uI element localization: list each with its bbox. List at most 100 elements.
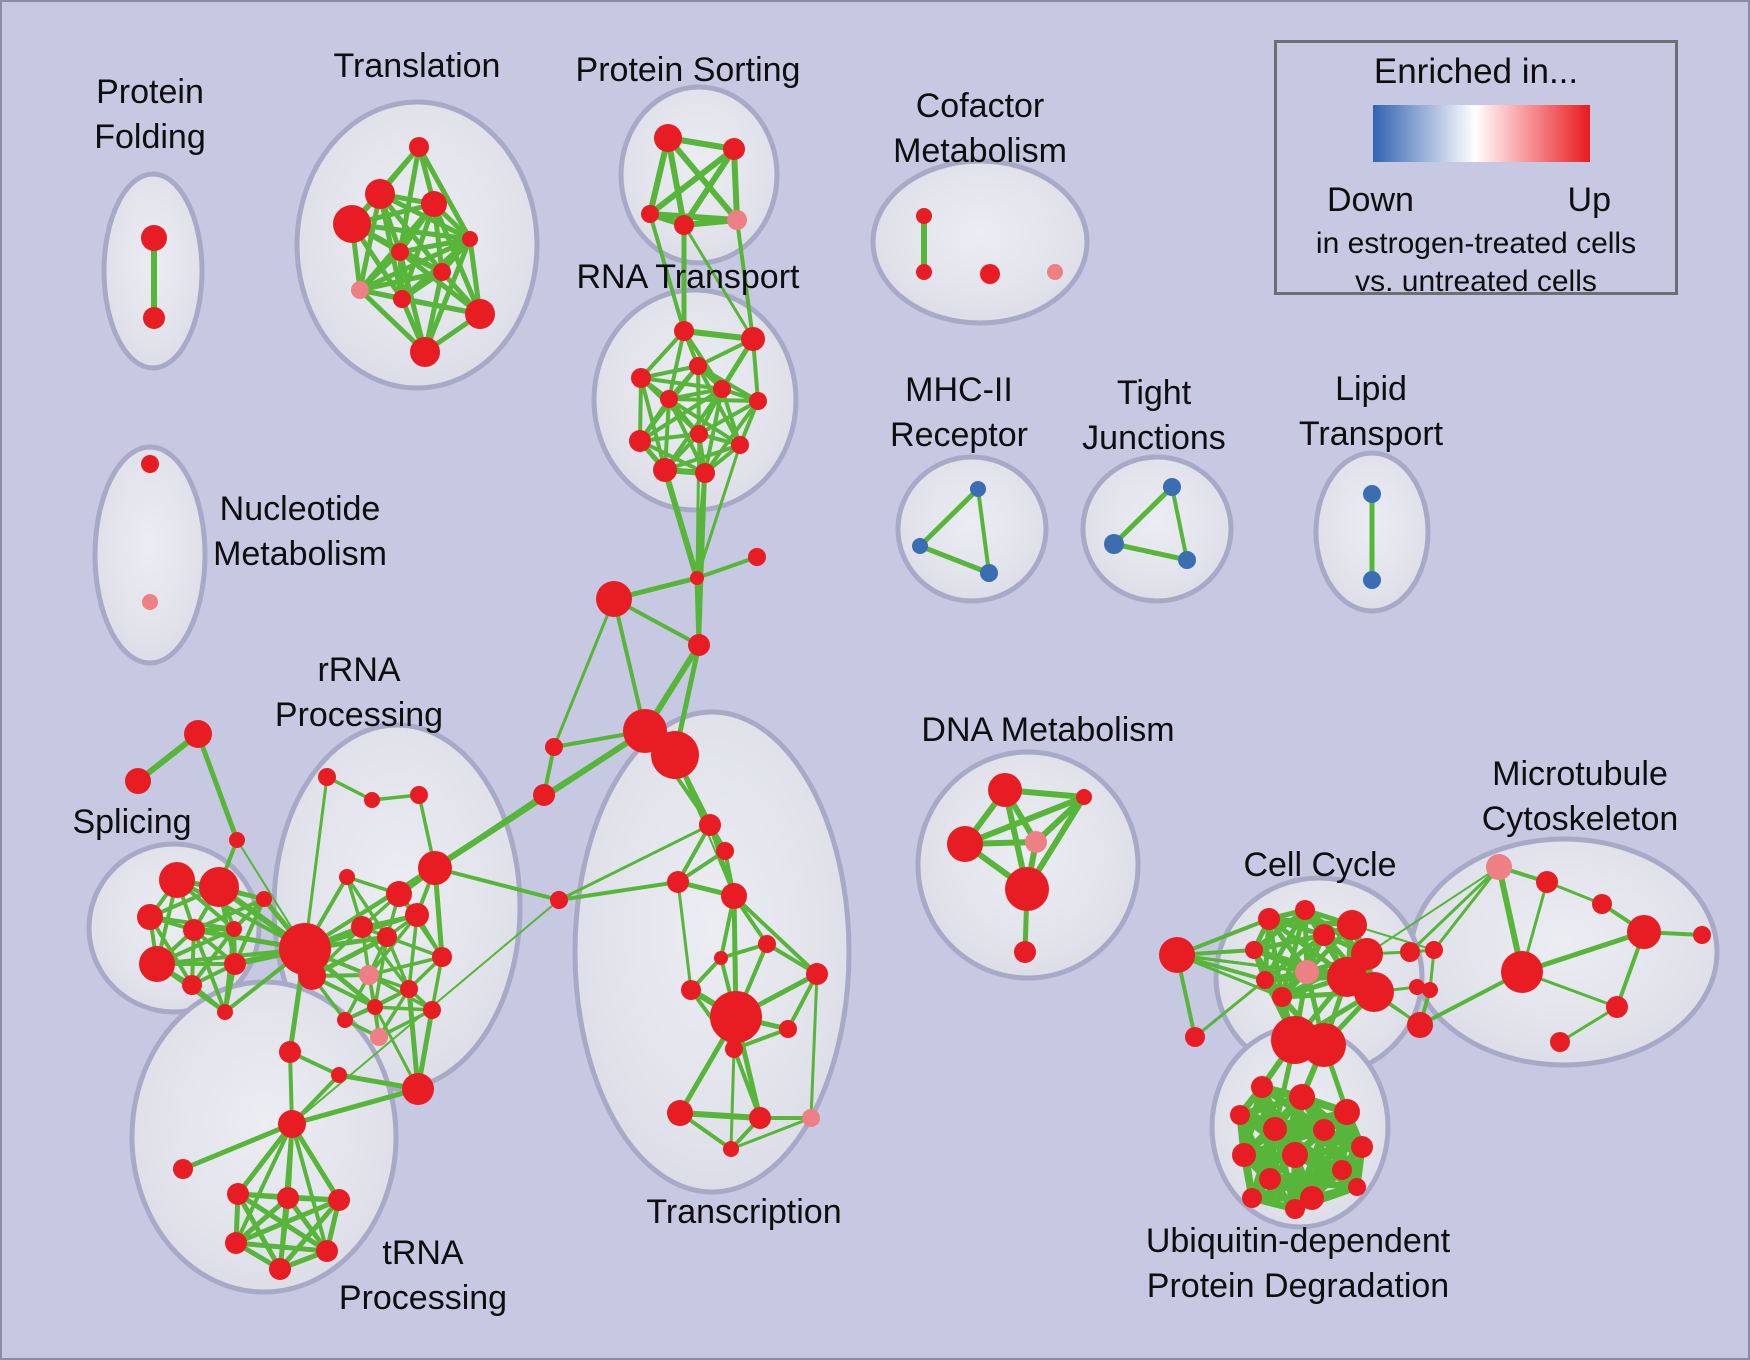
network-node[interactable]: [1313, 924, 1335, 946]
network-node[interactable]: [331, 1067, 347, 1083]
network-node[interactable]: [199, 867, 239, 907]
network-node[interactable]: [1159, 937, 1195, 973]
network-node[interactable]: [1332, 1160, 1352, 1180]
network-node[interactable]: [980, 264, 1000, 284]
network-node[interactable]: [1289, 1084, 1315, 1110]
network-node[interactable]: [802, 1109, 820, 1127]
network-node[interactable]: [690, 571, 704, 585]
network-node[interactable]: [596, 581, 632, 617]
network-node[interactable]: [690, 425, 708, 443]
network-node[interactable]: [277, 1187, 299, 1209]
network-node[interactable]: [1025, 831, 1047, 853]
network-node[interactable]: [533, 784, 555, 806]
network-node[interactable]: [721, 883, 747, 909]
network-node[interactable]: [410, 786, 428, 804]
network-node[interactable]: [402, 1073, 434, 1105]
network-node[interactable]: [409, 137, 429, 157]
network-node[interactable]: [681, 980, 701, 1000]
network-node[interactable]: [916, 208, 932, 224]
network-node[interactable]: [386, 881, 412, 907]
network-node[interactable]: [410, 337, 440, 367]
network-node[interactable]: [1627, 915, 1661, 949]
network-node[interactable]: [654, 124, 682, 152]
network-node[interactable]: [405, 903, 429, 927]
network-node[interactable]: [912, 538, 928, 554]
network-node[interactable]: [1282, 1142, 1308, 1168]
network-node[interactable]: [433, 263, 451, 281]
network-node[interactable]: [779, 1020, 797, 1038]
network-node[interactable]: [695, 463, 715, 483]
network-node[interactable]: [731, 436, 749, 454]
network-node[interactable]: [1407, 1012, 1433, 1038]
network-node[interactable]: [710, 991, 762, 1043]
network-node[interactable]: [674, 321, 694, 341]
network-node[interactable]: [714, 951, 728, 965]
network-node[interactable]: [1245, 941, 1263, 959]
network-node[interactable]: [1550, 1032, 1570, 1052]
network-node[interactable]: [225, 1232, 247, 1254]
network-node[interactable]: [651, 731, 699, 779]
network-node[interactable]: [365, 179, 395, 209]
network-node[interactable]: [1302, 1023, 1346, 1067]
network-node[interactable]: [1409, 979, 1425, 995]
network-node[interactable]: [227, 1183, 249, 1205]
network-node[interactable]: [359, 965, 379, 985]
network-node[interactable]: [1258, 908, 1280, 930]
network-node[interactable]: [462, 231, 478, 247]
network-node[interactable]: [1005, 867, 1049, 911]
network-node[interactable]: [269, 1258, 291, 1280]
network-node[interactable]: [328, 1189, 350, 1211]
network-node[interactable]: [631, 368, 651, 388]
network-node[interactable]: [1693, 926, 1711, 944]
network-node[interactable]: [1232, 1143, 1256, 1167]
network-node[interactable]: [279, 1041, 301, 1063]
network-node[interactable]: [316, 1240, 338, 1262]
network-node[interactable]: [545, 738, 563, 756]
network-node[interactable]: [1536, 871, 1558, 893]
network-node[interactable]: [351, 281, 369, 299]
network-node[interactable]: [333, 205, 371, 243]
network-node[interactable]: [229, 832, 245, 848]
network-node[interactable]: [141, 225, 167, 251]
network-node[interactable]: [1163, 478, 1181, 496]
network-node[interactable]: [1242, 1188, 1262, 1208]
network-node[interactable]: [1348, 1178, 1366, 1196]
network-node[interactable]: [400, 980, 418, 998]
network-node[interactable]: [1185, 1027, 1205, 1047]
network-node[interactable]: [137, 904, 163, 930]
network-node[interactable]: [1272, 987, 1292, 1007]
network-node[interactable]: [432, 947, 452, 967]
network-node[interactable]: [318, 768, 336, 786]
network-node[interactable]: [224, 953, 246, 975]
network-node[interactable]: [173, 1159, 193, 1179]
network-node[interactable]: [1230, 1105, 1250, 1125]
network-node[interactable]: [1363, 571, 1381, 589]
network-node[interactable]: [741, 327, 765, 351]
network-node[interactable]: [125, 768, 151, 794]
network-node[interactable]: [1295, 960, 1319, 984]
network-node[interactable]: [421, 191, 447, 217]
network-node[interactable]: [226, 921, 242, 937]
network-node[interactable]: [1363, 485, 1381, 503]
network-node[interactable]: [688, 634, 710, 656]
network-node[interactable]: [278, 1110, 306, 1138]
network-node[interactable]: [1501, 951, 1543, 993]
network-node[interactable]: [970, 481, 986, 497]
network-node[interactable]: [699, 814, 721, 836]
network-node[interactable]: [465, 299, 495, 329]
network-node[interactable]: [364, 792, 380, 808]
network-node[interactable]: [689, 357, 707, 375]
network-node[interactable]: [1334, 1099, 1360, 1125]
network-node[interactable]: [1285, 1199, 1305, 1219]
network-node[interactable]: [749, 392, 767, 410]
network-node[interactable]: [723, 1141, 739, 1157]
network-node[interactable]: [806, 963, 828, 985]
network-node[interactable]: [629, 430, 651, 452]
network-node[interactable]: [749, 1107, 771, 1129]
network-node[interactable]: [1354, 972, 1394, 1012]
network-node[interactable]: [1300, 1186, 1324, 1210]
network-node[interactable]: [1337, 910, 1367, 940]
network-node[interactable]: [423, 1001, 441, 1019]
network-node[interactable]: [1076, 789, 1092, 805]
network-node[interactable]: [256, 891, 272, 907]
